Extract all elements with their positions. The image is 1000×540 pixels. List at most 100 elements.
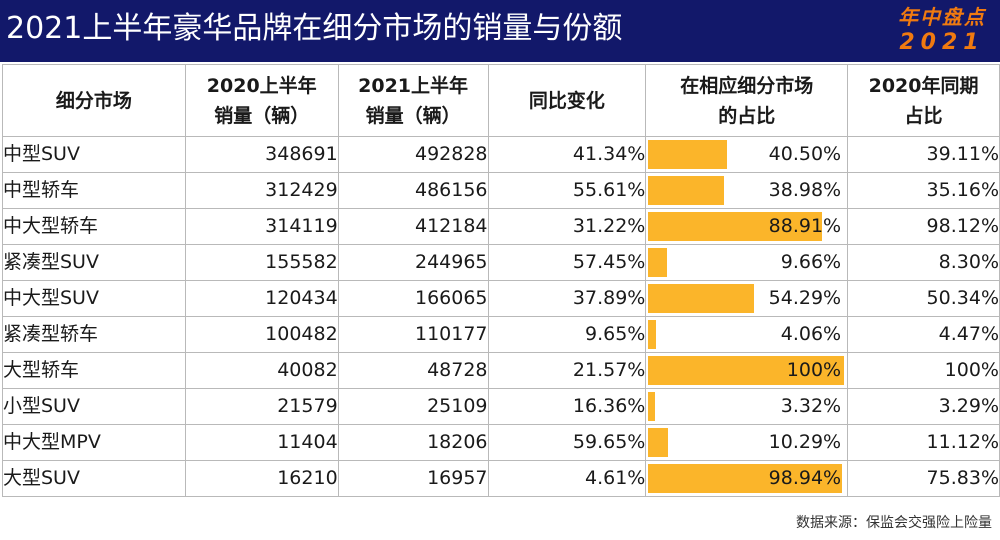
table-row: 中大型轿车 314119 412184 31.22% 88.91% 98.12% — [2, 208, 1000, 245]
sales-2020-cell: 40082 — [184, 352, 339, 389]
share-cell: 10.29% — [645, 424, 849, 461]
share-cell: 4.06% — [645, 316, 849, 353]
share-2020-cell: 50.34% — [847, 280, 1000, 317]
segment-cell: 小型SUV — [2, 388, 186, 425]
share-value: 4.06% — [780, 323, 842, 345]
yoy-cell: 57.45% — [487, 244, 647, 281]
share-value: 100% — [786, 359, 842, 381]
segment-cell: 中大型MPV — [2, 424, 186, 461]
segment-cell: 大型SUV — [2, 460, 186, 497]
share-value: 98.94% — [768, 467, 842, 489]
page-title: 2021上半年豪华品牌在细分市场的销量与份额 — [6, 11, 623, 46]
badge-year: 2021 — [899, 30, 985, 55]
yoy-cell: 4.61% — [487, 460, 647, 497]
yoy-cell: 16.36% — [487, 388, 647, 425]
share-bar — [648, 284, 755, 313]
table-row: 紧凑型轿车 100482 110177 9.65% 4.06% 4.47% — [2, 316, 1000, 353]
sales-2021-cell: 412184 — [337, 208, 489, 245]
col-header-share: 在相应细分市场 的占比 — [645, 64, 849, 137]
yoy-cell: 21.57% — [487, 352, 647, 389]
col-header-sales-2020: 2020上半年 销量（辆） — [184, 64, 339, 137]
sales-2020-cell: 16210 — [184, 460, 339, 497]
segment-cell: 中大型轿车 — [2, 208, 186, 245]
yoy-cell: 55.61% — [487, 172, 647, 209]
table-row: 中型SUV 348691 492828 41.34% 40.50% 39.11% — [2, 136, 1000, 173]
table-row: 大型轿车 40082 48728 21.57% 100% 100% — [2, 352, 1000, 389]
yoy-cell: 41.34% — [487, 136, 647, 173]
segment-cell: 大型轿车 — [2, 352, 186, 389]
data-source-note: 数据来源：保监会交强险上险量 — [796, 515, 992, 531]
yoy-cell: 9.65% — [487, 316, 647, 353]
share-value: 10.29% — [768, 431, 842, 453]
sales-2021-cell: 110177 — [337, 316, 489, 353]
share-2020-cell: 8.30% — [847, 244, 1000, 281]
sales-2021-cell: 492828 — [337, 136, 489, 173]
share-2020-cell: 3.29% — [847, 388, 1000, 425]
sales-2020-cell: 120434 — [184, 280, 339, 317]
table-row: 中型轿车 312429 486156 55.61% 38.98% 35.16% — [2, 172, 1000, 209]
sales-2021-cell: 18206 — [337, 424, 489, 461]
table-row: 大型SUV 16210 16957 4.61% 98.94% 75.83% — [2, 460, 1000, 497]
table-row: 小型SUV 21579 25109 16.36% 3.32% 3.29% — [2, 388, 1000, 425]
share-bar — [648, 176, 725, 205]
share-2020-cell: 35.16% — [847, 172, 1000, 209]
table-header-row: 细分市场 2020上半年 销量（辆） 2021上半年 销量（辆） 同比变化 在相应细… — [2, 64, 1000, 137]
title-banner: 2021上半年豪华品牌在细分市场的销量与份额 年中盘点 2021 — [0, 0, 1000, 62]
sales-2020-cell: 312429 — [184, 172, 339, 209]
share-bar — [648, 356, 845, 385]
share-2020-cell: 11.12% — [847, 424, 1000, 461]
sales-2020-cell: 314119 — [184, 208, 339, 245]
table-row: 紧凑型SUV 155582 244965 57.45% 9.66% 8.30% — [2, 244, 1000, 281]
sales-2021-cell: 25109 — [337, 388, 489, 425]
table-row: 中大型SUV 120434 166065 37.89% 54.29% 50.34% — [2, 280, 1000, 317]
share-bar — [648, 248, 668, 277]
yoy-cell: 37.89% — [487, 280, 647, 317]
share-value: 3.32% — [780, 395, 842, 417]
share-bar — [648, 212, 823, 241]
sales-2020-cell: 11404 — [184, 424, 339, 461]
sales-2021-cell: 166065 — [337, 280, 489, 317]
share-bar — [648, 464, 843, 493]
share-2020-cell: 100% — [847, 352, 1000, 389]
segment-cell: 紧凑型SUV — [2, 244, 186, 281]
share-value: 38.98% — [768, 179, 842, 201]
sales-2020-cell: 348691 — [184, 136, 339, 173]
sales-2021-cell: 16957 — [337, 460, 489, 497]
share-cell: 40.50% — [645, 136, 849, 173]
share-cell: 100% — [645, 352, 849, 389]
share-2020-cell: 98.12% — [847, 208, 1000, 245]
yoy-cell: 31.22% — [487, 208, 647, 245]
badge-text: 年中盘点 — [898, 5, 986, 29]
share-bar — [648, 392, 656, 421]
sales-2020-cell: 155582 — [184, 244, 339, 281]
share-2020-cell: 39.11% — [847, 136, 1000, 173]
share-value: 40.50% — [768, 143, 842, 165]
share-value: 54.29% — [768, 287, 842, 309]
sales-2021-cell: 244965 — [337, 244, 489, 281]
share-cell: 38.98% — [645, 172, 849, 209]
segment-cell: 中型轿车 — [2, 172, 186, 209]
table-row: 中大型MPV 11404 18206 59.65% 10.29% 11.12% — [2, 424, 1000, 461]
col-header-yoy: 同比变化 — [487, 64, 647, 137]
share-cell: 54.29% — [645, 280, 849, 317]
share-cell: 9.66% — [645, 244, 849, 281]
sales-2021-cell: 48728 — [337, 352, 489, 389]
share-bar — [648, 140, 728, 169]
share-cell: 98.94% — [645, 460, 849, 497]
share-bar — [648, 320, 657, 349]
sales-table: 细分市场 2020上半年 销量（辆） 2021上半年 销量（辆） 同比变化 在相应细… — [2, 64, 1000, 497]
segment-cell: 中大型SUV — [2, 280, 186, 317]
share-value: 88.91% — [768, 215, 842, 237]
share-bar — [648, 428, 669, 457]
segment-cell: 紧凑型轿车 — [2, 316, 186, 353]
share-cell: 88.91% — [645, 208, 849, 245]
share-value: 9.66% — [780, 251, 842, 273]
yoy-cell: 59.65% — [487, 424, 647, 461]
col-header-sales-2021: 2021上半年 销量（辆） — [337, 64, 489, 137]
year-review-badge: 年中盘点 2021 — [898, 4, 986, 58]
segment-cell: 中型SUV — [2, 136, 186, 173]
share-2020-cell: 75.83% — [847, 460, 1000, 497]
col-header-segment: 细分市场 — [2, 64, 186, 137]
sales-2020-cell: 21579 — [184, 388, 339, 425]
col-header-share-2020: 2020年同期 占比 — [847, 64, 1000, 137]
